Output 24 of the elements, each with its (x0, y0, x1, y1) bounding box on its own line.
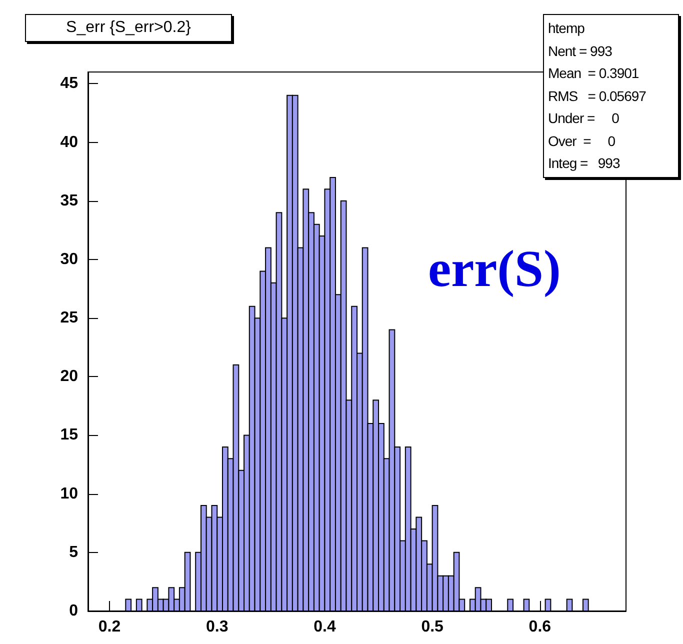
y-tick-label: 30 (60, 250, 78, 268)
x-tick-label: 0.4 (314, 618, 336, 636)
annotation: Over = 0 (548, 132, 616, 148)
annotation: Under = 0 (548, 110, 619, 126)
x-tick-label: 0.5 (421, 618, 444, 636)
y-tick-label: 10 (60, 485, 78, 502)
chart-title: S_err {S_err>0.2} (25, 14, 232, 42)
y-tick-label: 0 (69, 602, 78, 620)
text: htemp (548, 20, 584, 36)
x-tick-label: 0.3 (206, 618, 228, 636)
y-tick-label: 20 (60, 368, 78, 386)
y-tick-label: 45 (60, 75, 78, 92)
y-tick-label: 40 (60, 134, 78, 151)
y-tick-label: 15 (60, 426, 78, 444)
text: Nent = 993 (548, 42, 612, 58)
x-tick-label: 0.2 (98, 618, 121, 636)
annotation: RMS = 0.05697 (548, 88, 646, 104)
annotation: Mean = 0.3901 (548, 65, 639, 81)
y-tick-label: 5 (69, 544, 78, 561)
annotation: Integ = 993 (548, 155, 620, 171)
annotation: err(S) (428, 240, 561, 299)
y-tick-label: 25 (60, 310, 78, 327)
y-tick-label: 35 (60, 192, 78, 210)
x-tick-label: 0.6 (528, 618, 552, 636)
